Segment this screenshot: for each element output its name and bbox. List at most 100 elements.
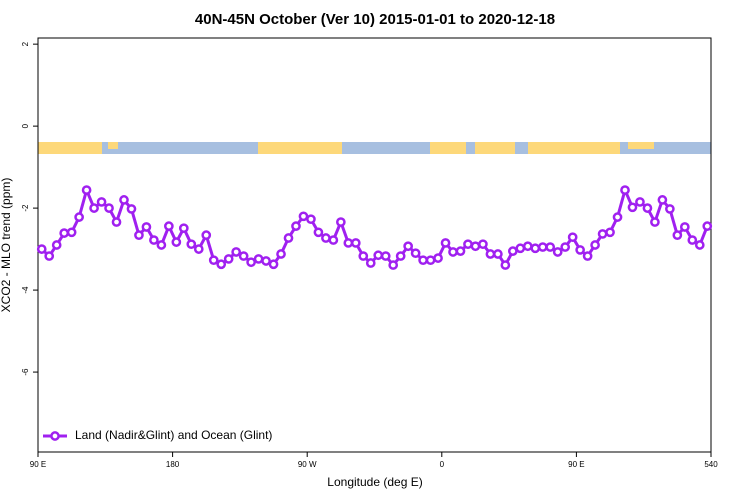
data-point [672, 230, 683, 241]
data-point [522, 241, 533, 252]
data-point [343, 238, 354, 248]
data-point [567, 232, 578, 243]
data-point [51, 240, 62, 250]
legend-marker [50, 431, 60, 441]
data-point [231, 247, 242, 257]
data-point [478, 239, 488, 250]
land-ocean-strip [38, 142, 711, 154]
data-point [96, 197, 107, 207]
data-point [321, 233, 331, 243]
data-point [193, 244, 204, 254]
chart-title: 40N-45N October (Ver 10) 2015-01-01 to 2… [195, 11, 555, 28]
data-point [694, 240, 705, 250]
data-point [111, 217, 122, 227]
data-point [620, 185, 630, 195]
data-point [388, 260, 399, 270]
data-point [515, 243, 526, 254]
data-point [276, 249, 286, 259]
data-point [440, 238, 451, 248]
legend-label: Land (Nadir&Glint) and Ocean (Glint) [75, 428, 272, 442]
data-point [665, 204, 675, 214]
data-point [36, 244, 47, 254]
data-point [44, 251, 55, 261]
data-point [380, 251, 391, 261]
data-point [306, 214, 316, 225]
x-tick-label: 540 [704, 460, 718, 469]
data-point [642, 203, 653, 213]
data-point [74, 212, 84, 222]
y-tick-label: -2 [21, 204, 30, 212]
data-point [500, 260, 511, 270]
data-point [156, 240, 167, 250]
x-axis-label: Longitude (deg E) [327, 475, 422, 489]
data-point [687, 235, 698, 245]
data-point [186, 239, 197, 250]
x-tick-label: 180 [166, 460, 180, 469]
data-point [246, 257, 256, 268]
data-point [545, 242, 556, 252]
y-axis-label: XCO2 - MLO trend (ppm) [0, 178, 13, 313]
data-point [433, 253, 443, 263]
data-point [238, 251, 249, 261]
data-point [657, 195, 668, 205]
data-point [485, 249, 496, 259]
plot-frame [37, 37, 712, 453]
data-point [425, 255, 436, 266]
data-point [178, 223, 189, 234]
data-point [119, 195, 129, 205]
data-point [575, 245, 585, 255]
data-point [164, 221, 174, 231]
y-tick-label: -6 [21, 368, 30, 376]
data-point [223, 254, 234, 264]
data-point [253, 254, 264, 264]
data-point [350, 238, 361, 248]
data-point [141, 222, 152, 232]
data-point [582, 251, 593, 261]
data-point [104, 203, 114, 213]
data-point [530, 243, 541, 254]
data-point [552, 247, 563, 257]
data-point [328, 235, 339, 245]
data-point [470, 241, 481, 252]
data-point [283, 233, 294, 243]
data-point [507, 246, 518, 256]
data-point [448, 247, 458, 257]
data-point [493, 249, 503, 259]
data-point [403, 241, 413, 252]
data-point [590, 240, 600, 250]
data-point [216, 259, 227, 270]
data-point [650, 217, 660, 227]
y-tick-label: -4 [21, 286, 30, 294]
data-point [201, 230, 212, 241]
data-point [291, 221, 301, 231]
data-point [358, 251, 369, 261]
data-point [134, 230, 144, 241]
data-point [418, 255, 428, 266]
data-point [679, 222, 690, 232]
data-point [149, 235, 159, 245]
data-point [395, 251, 406, 261]
data-point [268, 259, 279, 270]
data-point [59, 228, 70, 238]
data-point [261, 256, 271, 266]
data-point [171, 237, 182, 247]
y-tick-label: 0 [21, 123, 30, 128]
x-tick-label: 90 E [30, 460, 46, 469]
data-point [373, 250, 384, 261]
data-point [463, 239, 473, 250]
y-tick-label: 2 [21, 41, 30, 46]
x-tick-label: 0 [440, 460, 445, 469]
data-point [298, 211, 309, 222]
data-point [612, 212, 623, 222]
data-point [597, 229, 608, 239]
data-point [365, 258, 376, 268]
data-point [537, 242, 548, 252]
data-point [89, 203, 99, 213]
data-point [126, 204, 137, 214]
data-point [410, 248, 421, 259]
data-point [208, 255, 219, 266]
data-point [635, 197, 645, 207]
x-tick-label: 90 E [568, 460, 584, 469]
data-point [336, 217, 346, 227]
